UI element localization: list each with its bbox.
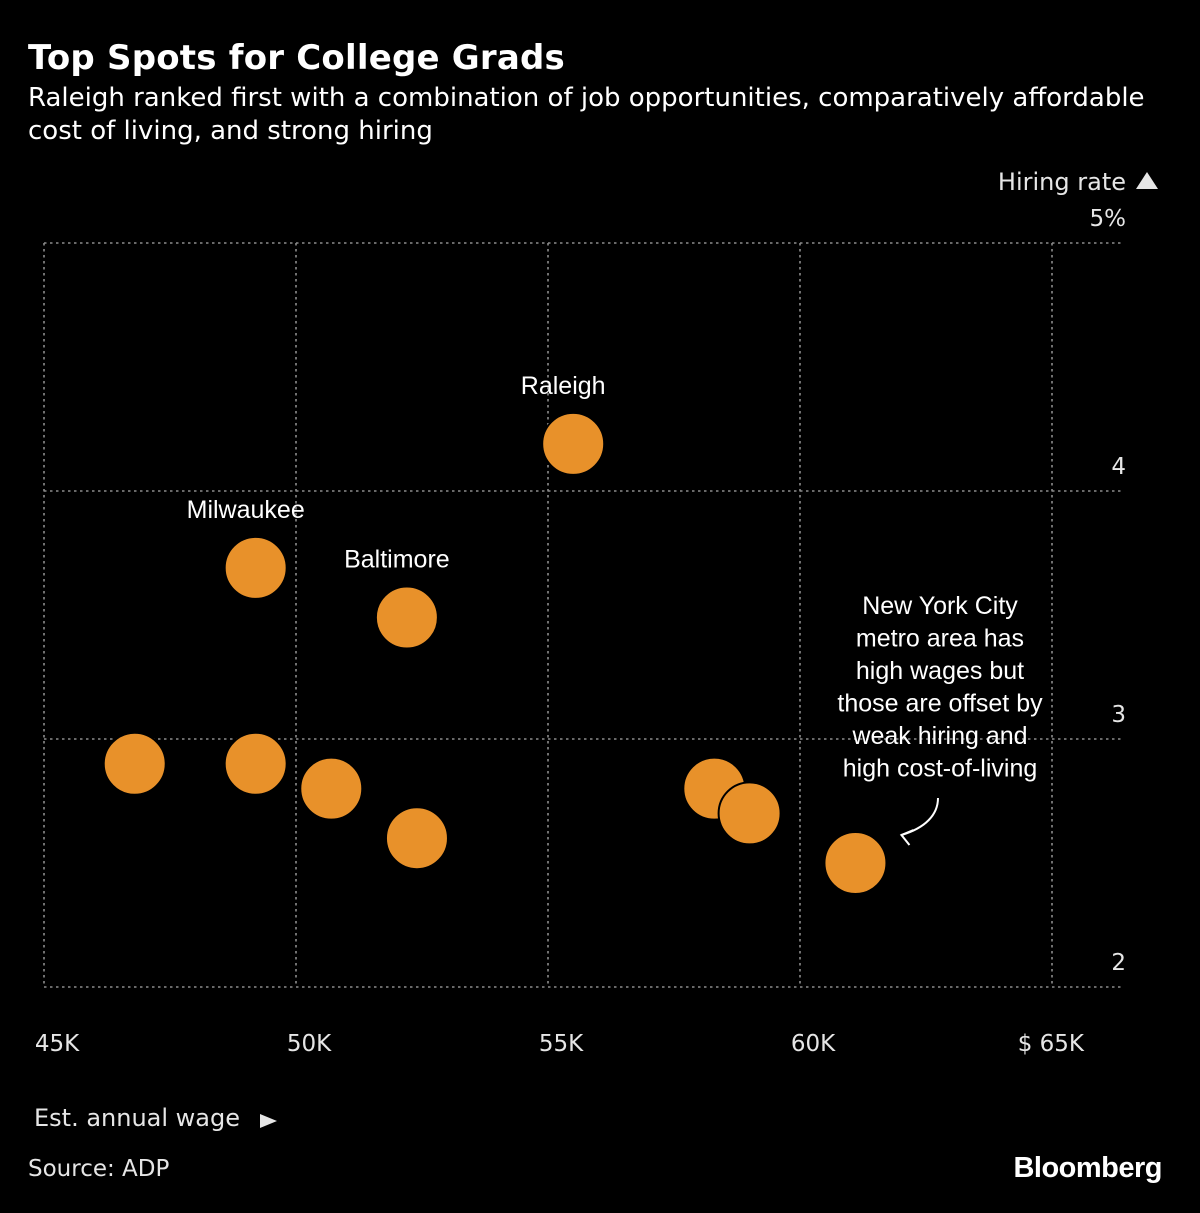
annotation-line: weak hiring and xyxy=(851,722,1027,750)
annotation-text: New York City metro area has high wages bu… xyxy=(837,592,1043,783)
point-label: Baltimore xyxy=(344,545,450,573)
annotation-line: metro area has xyxy=(856,625,1024,653)
data-point xyxy=(384,806,449,871)
annotation-line: New York City xyxy=(862,592,1018,620)
x-tick-label: 45K xyxy=(35,1031,80,1057)
y-tick-label: 4 xyxy=(1111,454,1126,480)
data-point xyxy=(823,831,888,895)
x-tick-label: 55K xyxy=(539,1031,584,1057)
bloomberg-logo: Bloomberg xyxy=(1013,1152,1162,1184)
arrow-head-icon xyxy=(899,829,914,846)
x-tick-label: 60K xyxy=(791,1031,836,1057)
triangle-up-icon xyxy=(1136,172,1158,189)
point-label: Raleigh xyxy=(521,372,606,400)
source-note: Source: ADP xyxy=(28,1156,170,1182)
chart-title: Top Spots for College Grads xyxy=(28,38,565,78)
data-point xyxy=(299,756,364,821)
triangle-right-icon xyxy=(260,1114,277,1128)
chart-subtitle: Raleigh ranked first with a combination … xyxy=(28,83,1145,146)
y-tick-label: 5% xyxy=(1090,206,1127,232)
data-point xyxy=(374,585,439,650)
y-tick-label: 2 xyxy=(1111,950,1126,976)
data-point xyxy=(102,731,167,796)
annotation-line: those are offset by xyxy=(837,690,1043,718)
axes: 5% 4 3 2 45K 50K 55K 60K $ 65K Hiring rate Est. an… xyxy=(34,168,1158,1132)
gridlines xyxy=(43,242,1122,988)
data-point xyxy=(223,731,288,796)
y-tick-label: 3 xyxy=(1111,702,1126,728)
nyc-annotation: New York City metro area has high wages bu… xyxy=(837,592,1043,846)
data-point xyxy=(541,411,606,476)
point-label: Milwaukee xyxy=(187,496,305,524)
annotation-line: high cost-of-living xyxy=(843,755,1038,783)
x-axis-title: Est. annual wage xyxy=(34,1104,240,1132)
data-point xyxy=(223,535,288,600)
y-axis-title: Hiring rate xyxy=(998,168,1126,196)
annotation-line: high wages but xyxy=(856,657,1024,685)
data-point xyxy=(717,781,782,846)
data-points xyxy=(102,411,888,895)
annotation-arrow xyxy=(901,797,939,836)
x-tick-label: $ 65K xyxy=(1018,1031,1085,1057)
point-labels: Raleigh Milwaukee Baltimore xyxy=(187,372,606,574)
x-tick-label: 50K xyxy=(287,1031,332,1057)
